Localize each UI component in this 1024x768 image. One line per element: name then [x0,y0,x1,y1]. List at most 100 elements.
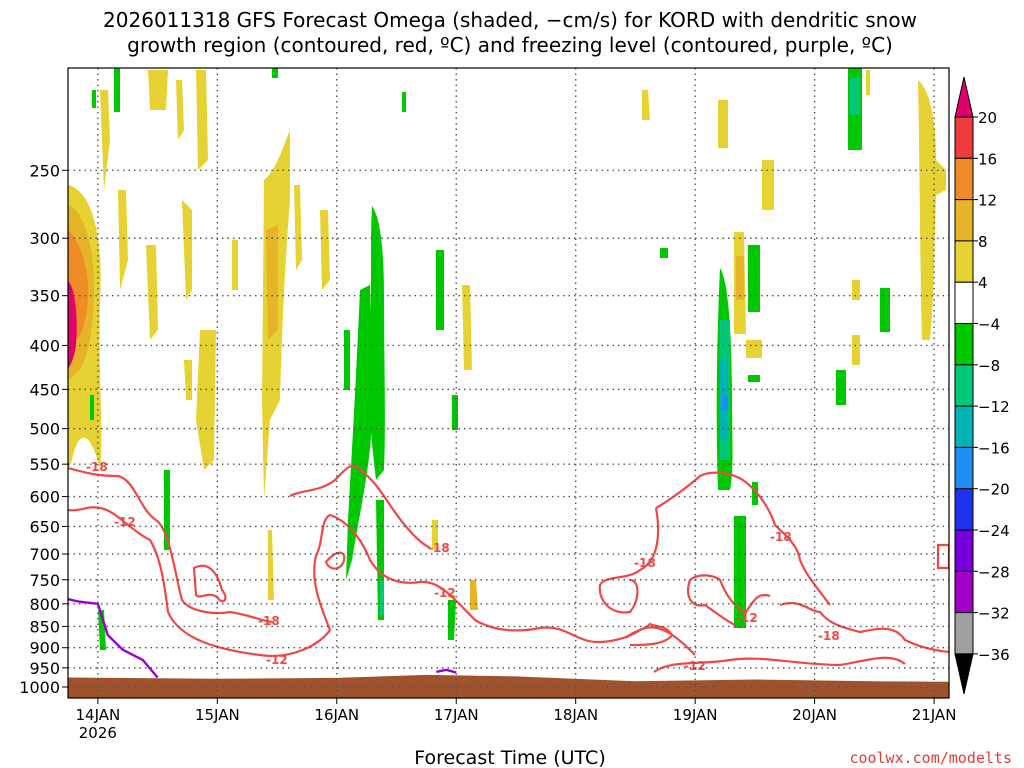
y-tick-label: 750 [29,571,60,590]
x-tick-year: 2026 [79,724,117,742]
y-tick-label: 700 [29,545,60,564]
chart-title-line-2: growth region (contoured, red, ºC) and f… [127,33,893,57]
y-tick-label: 450 [29,380,60,399]
omega-shade [432,520,438,550]
omega-shade [748,245,760,312]
plot-grid [68,68,949,698]
omega-shade [866,70,870,95]
omega-shade [448,600,456,640]
dgz-contour-minus-18 [936,543,949,570]
plot-frame [67,67,950,699]
omega-shade [346,285,372,580]
omega-shade [294,185,302,270]
omega-shade [118,190,128,290]
dgz-contour-minus-18 [289,464,431,549]
omega-shade [176,80,184,140]
contour-label: -18 [86,460,108,474]
omega-shade [452,395,458,430]
dgz-contour-minus-18 [324,551,346,570]
omega-shade [146,245,158,340]
omega-shade [68,280,77,370]
contour-label: -12 [434,586,456,600]
omega-shade [196,70,208,170]
colorbar-swatch [954,612,974,655]
contour-label: -18 [634,556,656,570]
colorbar-swatch [954,570,974,614]
dgz-contour-minus-18 [655,471,831,606]
colorbar: 20 16 12 8 4 −4 −8 −12 −16 −20 −24 −28 −32 −36 [954,76,1010,695]
dgz-contour-minus-18 [68,506,696,658]
y-tick-label: 800 [29,595,60,614]
y-tick-label: 600 [29,488,60,507]
y-tick-label: 300 [29,229,60,248]
colorbar-swatch [954,323,974,366]
dgz-contour-minus-12 [689,574,771,614]
omega-shade [642,90,650,120]
omega-shade [748,375,760,382]
freezing-level-contours [68,597,457,679]
dgz-contour-labels: -18 -12 -18 -12 -18 -12 -18 -12 -12 -18 … [86,460,840,673]
y-tick-label: 350 [29,287,60,306]
contour-label: -12 [684,659,706,673]
y-tick-label: 900 [29,639,60,658]
omega-shade [918,80,946,340]
y-tick-label: 550 [29,455,60,474]
dgz-contour-minus-18 [68,466,273,624]
x-tick-label: 21JAN [912,706,957,724]
x-axis-label: Forecast Time (UTC) [414,747,605,768]
colorbar-label: −24 [978,522,1010,540]
x-tick-label: 18JAN [553,706,598,724]
dgz-contour-minus-18 [192,564,227,603]
colorbar-label: 8 [978,233,988,251]
dgz-contour-minus-18 [779,602,949,654]
omega-shade [660,248,668,258]
colorbar-label: 4 [978,274,988,292]
colorbar-swatch [954,529,974,572]
plot-area: -18 -12 -18 -12 -18 -12 -18 -12 -12 -18 … [68,68,949,698]
omega-shade [368,206,385,480]
y-tick-label: 1000 [19,678,60,697]
colorbar-swatch [954,446,974,490]
x-tick-label: 14JAN [75,706,120,724]
colorbar-label: −8 [978,357,1000,375]
colorbar-label: −36 [978,646,1010,664]
y-tick-label: 400 [29,336,60,355]
x-tick-label: 17JAN [434,706,479,724]
omega-shade [436,250,444,330]
omega-shade [470,580,478,610]
contour-label: -18 [258,614,280,628]
contour-label: -12 [114,515,136,529]
contour-label: -18 [428,541,450,555]
omega-shade [196,330,216,470]
contour-label: -18 [818,629,840,643]
omega-shade [232,240,238,290]
colorbar-label: −28 [978,563,1010,581]
omega-shade [320,210,330,290]
omega-shade [380,580,384,615]
colorbar-swatch [954,116,974,159]
colorbar-label: −12 [978,398,1010,416]
omega-shade [746,340,762,358]
y-tick-label: 500 [29,420,60,439]
omega-shade [852,280,860,300]
omega-shade [736,256,744,300]
colorbar-swatch [954,157,974,201]
colorbar-label: −32 [978,605,1010,623]
y-tick-label: 250 [29,161,60,180]
x-tick-label: 19JAN [673,706,718,724]
omega-shade [100,90,110,190]
omega-shade [462,285,472,370]
dgz-contour-minus-12 [625,622,674,647]
colorbar-label: 12 [978,192,997,210]
dgz-contour-minus-12 [687,579,736,626]
omega-shade [92,90,96,108]
omega-shade [880,288,890,332]
colorbar-swatch [954,240,974,283]
dgz-contour-minus-18 [598,507,660,614]
colorbar-label: 20 [978,109,997,127]
colorbar-top-arrow [954,76,974,118]
omega-shade [734,516,746,628]
omega-shade [148,70,168,110]
